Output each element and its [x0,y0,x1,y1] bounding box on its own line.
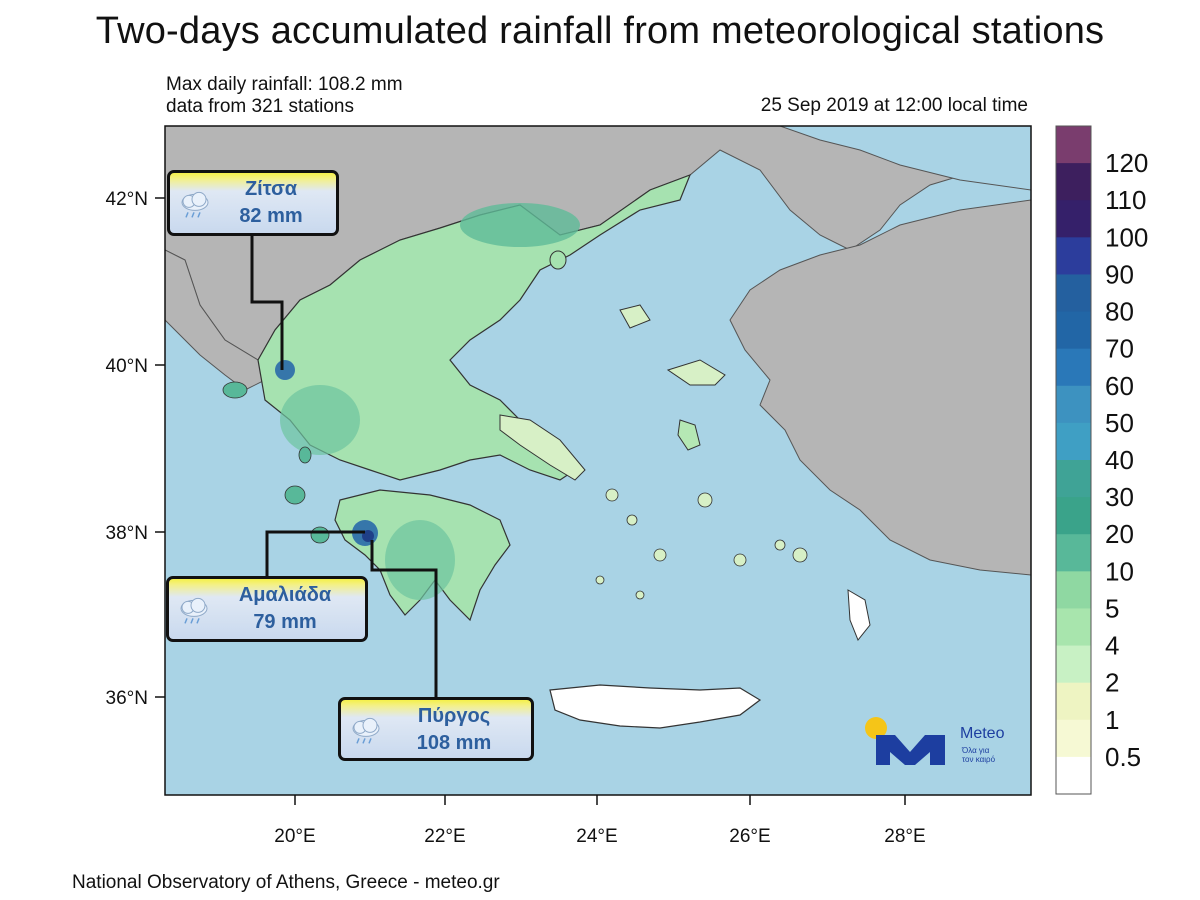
thasos-island [549,250,567,270]
map-title: Two-days accumulated rainfall from meteo… [95,10,1105,52]
legend-swatch [1056,682,1091,721]
legend-label: 30 [1105,482,1134,512]
legend-label: 2 [1105,668,1119,698]
latitude-axis [155,197,165,698]
legend-swatch [1056,645,1091,684]
longitude-tick-label: 26°E [729,826,770,847]
legend-swatch [1056,311,1091,350]
legend-label: 40 [1105,445,1134,475]
legend-swatch [1056,534,1091,572]
meteo-logo-tagline: Όλα για τον καιρό [962,746,995,764]
rhodes-island [847,589,871,641]
legend-label: 4 [1105,631,1119,661]
tagline-line-1: Όλα για [962,746,990,755]
moderate-rain-zone [385,520,455,600]
map-meta-info: Max daily rainfall: 108.2 mm data from 3… [166,74,403,118]
callout-station-name: Πύργος [417,705,491,727]
chios-island [677,419,701,451]
max-rainfall-text: Max daily rainfall: 108.2 mm [166,74,403,95]
legend-label: 70 [1105,334,1134,364]
legend-swatch [1056,126,1091,164]
callout-amaliada: Αμαλιάδα 79 mm [166,576,368,642]
turkey-land [729,199,1031,576]
legend-swatch [1056,237,1091,275]
longitude-tick-label: 28°E [884,826,925,847]
legend-swatch [1056,719,1091,758]
legend-label: 20 [1105,519,1134,549]
callout-connectors [250,236,438,700]
moderate-rain-zone [460,203,580,247]
legend-swatch [1056,422,1091,461]
callout-rain-amount: 82 mm [239,205,303,227]
legend-labels: 120 110 100 90 80 70 60 50 40 30 20 10 5 4 2 1 0.5 [1105,148,1148,772]
black-sea [779,126,1031,191]
callout-zitsa: Ζίτσα 82 mm [167,170,339,236]
legend-label: 100 [1105,222,1148,252]
euboea-island [499,414,586,481]
greece-mainland [257,173,692,481]
latitude-tick-label: 42°N [106,189,148,210]
legend-label: 5 [1105,593,1119,623]
legend-label: 1 [1105,705,1119,735]
meteo-logo-icon [865,717,945,765]
rain-cloud-icon [181,191,209,218]
station-count-text: data from 321 stations [166,96,354,117]
cyclades-islands [595,488,808,600]
legend-label: 10 [1105,556,1134,586]
longitude-axis [294,795,906,805]
legend-swatch [1056,348,1091,387]
latitude-tick-label: 38°N [106,523,148,544]
lesbos-island [666,359,726,386]
legend-swatch [1056,497,1091,535]
tagline-line-2: τον καιρό [962,755,996,764]
legend-label: 90 [1105,259,1134,289]
legend-label: 120 [1105,148,1148,178]
rain-hotspot-zitsa [275,360,295,380]
callout-station-name: Αμαλιάδα [238,584,332,606]
legend-swatch [1056,385,1091,424]
albania-land [165,249,266,391]
legend-label: 60 [1105,371,1134,401]
rain-cloud-icon [180,597,208,624]
legend-frame [1055,125,1092,795]
legend-swatch [1056,756,1091,795]
legend-swatch [1056,460,1091,498]
callout-rain-amount: 108 mm [416,732,492,754]
rainfall-legend [1056,126,1091,795]
longitude-tick-label: 24°E [576,826,617,847]
legend-label: 50 [1105,408,1134,438]
lemnos-island [619,304,651,329]
credit-footer: National Observatory of Athens, Greece -… [72,872,500,893]
callout-station-name: Ζίτσα [244,178,298,200]
callout-rain-amount: 79 mm [253,611,317,633]
legend-swatch [1056,608,1091,647]
legend-swatch [1056,571,1091,609]
rain-cloud-icon [352,717,380,744]
legend-label: 0.5 [1105,742,1141,772]
legend-label: 80 [1105,297,1134,327]
legend-label: 110 [1105,185,1146,215]
map-frame [164,125,1032,796]
legend-swatch [1056,200,1091,238]
moderate-rain-zone [280,385,360,455]
timestamp-text: 25 Sep 2019 at 12:00 local time [760,95,1028,116]
longitude-tick-label: 22°E [424,826,465,847]
callout-pyrgos: Πύργος 108 mm [338,697,534,761]
latitude-tick-label: 36°N [106,688,148,709]
latitude-tick-label: 40°N [106,356,148,377]
longitude-tick-label: 20°E [274,826,315,847]
legend-swatch [1056,163,1091,201]
legend-swatch [1056,274,1091,313]
meteo-logo-name: Meteo [960,725,1005,742]
crete-island [549,684,762,729]
